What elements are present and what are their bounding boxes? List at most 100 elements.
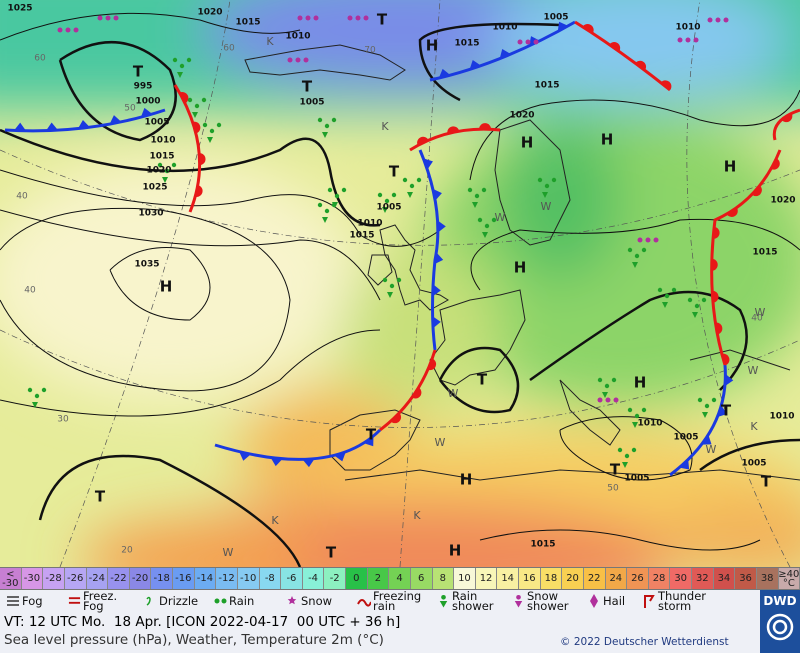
rain-symbol bbox=[194, 103, 200, 109]
cold-front-symbol bbox=[432, 316, 441, 329]
legend-label: Thunder storm bbox=[658, 589, 706, 613]
isobar-label: 1020 bbox=[197, 8, 222, 18]
pressure-center: T bbox=[302, 78, 313, 96]
weather-map: H T K T T H H H H H T T H T T T T H H T T W W K K W K W W W W W K 1025 102… bbox=[0, 0, 800, 567]
legend-item: Freezing rain bbox=[351, 590, 431, 612]
airmass-label: W bbox=[448, 387, 459, 400]
shower-symbol bbox=[542, 192, 548, 198]
temperature-label: 50 bbox=[124, 104, 136, 114]
isobar-label: 1000 bbox=[135, 97, 160, 107]
isobar-label: 1005 bbox=[299, 98, 324, 108]
cold-front-symbol bbox=[701, 434, 712, 445]
cold-front-symbol bbox=[434, 252, 444, 265]
cold-front-symbol bbox=[557, 21, 569, 32]
snow-symbol bbox=[525, 39, 531, 45]
scale-cell: 12 bbox=[475, 568, 498, 589]
shower-symbol bbox=[322, 132, 328, 138]
logo-text: DWD bbox=[763, 594, 797, 608]
scale-cell: 20 bbox=[562, 568, 584, 589]
rain-symbol bbox=[631, 447, 637, 453]
scale-cell: -6 bbox=[281, 568, 303, 589]
scale-cell: 6 bbox=[410, 568, 433, 589]
shower-symbol bbox=[192, 112, 198, 118]
legend-icon bbox=[514, 594, 523, 608]
weather-symbols bbox=[27, 15, 729, 468]
scale-cell: 38 bbox=[756, 568, 779, 589]
temperature-label: 20 bbox=[121, 546, 133, 556]
cold-front-symbol bbox=[499, 48, 511, 59]
scale-cell: -10 bbox=[237, 568, 260, 589]
legend-icon bbox=[146, 596, 151, 606]
isobar-label: 1005 bbox=[673, 433, 698, 443]
legend-item: Rain shower bbox=[431, 590, 506, 612]
pressure-center: T bbox=[366, 426, 377, 444]
pressure-center: T bbox=[610, 461, 621, 479]
isobar-label: 1015 bbox=[149, 152, 174, 162]
shower-symbol bbox=[387, 292, 393, 298]
snow-symbol bbox=[97, 15, 103, 21]
scale-cell: 4 bbox=[389, 568, 411, 589]
snow-symbol bbox=[295, 57, 301, 63]
rain-symbol bbox=[537, 177, 543, 183]
pressure-center: T bbox=[133, 63, 144, 81]
legend-icon bbox=[214, 598, 227, 604]
shower-symbol bbox=[322, 217, 328, 223]
rain-symbol bbox=[617, 447, 623, 453]
cold-front-symbol bbox=[270, 457, 283, 467]
isobar-label: 1010 bbox=[285, 32, 310, 42]
cold-front-symbol bbox=[77, 119, 90, 129]
legend-item: Hail bbox=[581, 593, 636, 609]
rain-symbol bbox=[491, 217, 497, 223]
rain-symbol bbox=[201, 97, 207, 103]
rain-symbol bbox=[179, 63, 185, 69]
north-africa-coast bbox=[344, 469, 800, 481]
rain-symbol bbox=[334, 193, 340, 199]
rain-symbol bbox=[694, 303, 700, 309]
rain-symbol bbox=[409, 183, 415, 189]
rain-symbol bbox=[377, 192, 383, 198]
rain-symbol bbox=[164, 168, 170, 174]
rain-symbol bbox=[474, 193, 480, 199]
snow-symbol bbox=[287, 57, 293, 63]
rain-symbol bbox=[187, 97, 193, 103]
cold-front-symbol bbox=[302, 458, 315, 468]
pressure-center: T bbox=[721, 402, 732, 420]
snow-symbol bbox=[65, 27, 71, 33]
warm-front-symbol bbox=[715, 322, 723, 335]
warm-front-symbol bbox=[721, 353, 730, 366]
isobar-label: 1020 bbox=[146, 166, 171, 176]
rain-symbol bbox=[216, 122, 222, 128]
scale-cell: -20 bbox=[129, 568, 152, 589]
rain-symbol bbox=[704, 403, 710, 409]
cold-front-symbol bbox=[239, 451, 251, 461]
scale-cell: 22 bbox=[583, 568, 606, 589]
temperature-label: 40 bbox=[16, 192, 28, 202]
pressure-center: H bbox=[521, 134, 534, 152]
scale-cell: 8 bbox=[432, 568, 455, 589]
legend-item: Freez. Fog bbox=[62, 590, 137, 612]
snow-symbol bbox=[653, 237, 659, 243]
rain-symbol bbox=[481, 187, 487, 193]
snow-symbol bbox=[313, 15, 319, 21]
snow-symbol bbox=[723, 17, 729, 23]
isobar-label: 1005 bbox=[376, 203, 401, 213]
cold-front-symbol bbox=[432, 188, 442, 201]
shower-symbol bbox=[702, 412, 708, 418]
cold-front-symbol bbox=[45, 122, 58, 131]
rain-symbol bbox=[391, 192, 397, 198]
isobar-label: 1010 bbox=[357, 219, 382, 229]
subtitle: Sea level pressure (hPa), Weather, Tempe… bbox=[4, 632, 384, 648]
isobar-label: 1005 bbox=[144, 118, 169, 128]
rain-symbol bbox=[671, 287, 677, 293]
snow-symbol bbox=[355, 15, 361, 21]
rain-symbol bbox=[467, 187, 473, 193]
shower-symbol bbox=[632, 262, 638, 268]
warm-front-symbol bbox=[195, 185, 203, 197]
shower-symbol bbox=[382, 207, 388, 213]
snow-symbol bbox=[707, 17, 713, 23]
temperature-scale: < -30 -30 -28 -26 -24 -22 -20 -18 -16 -14 -12 -10 -8… bbox=[0, 567, 800, 590]
snow-symbol bbox=[57, 27, 63, 33]
scale-cell: -16 bbox=[173, 568, 195, 589]
isobar-label: 1030 bbox=[138, 209, 163, 219]
